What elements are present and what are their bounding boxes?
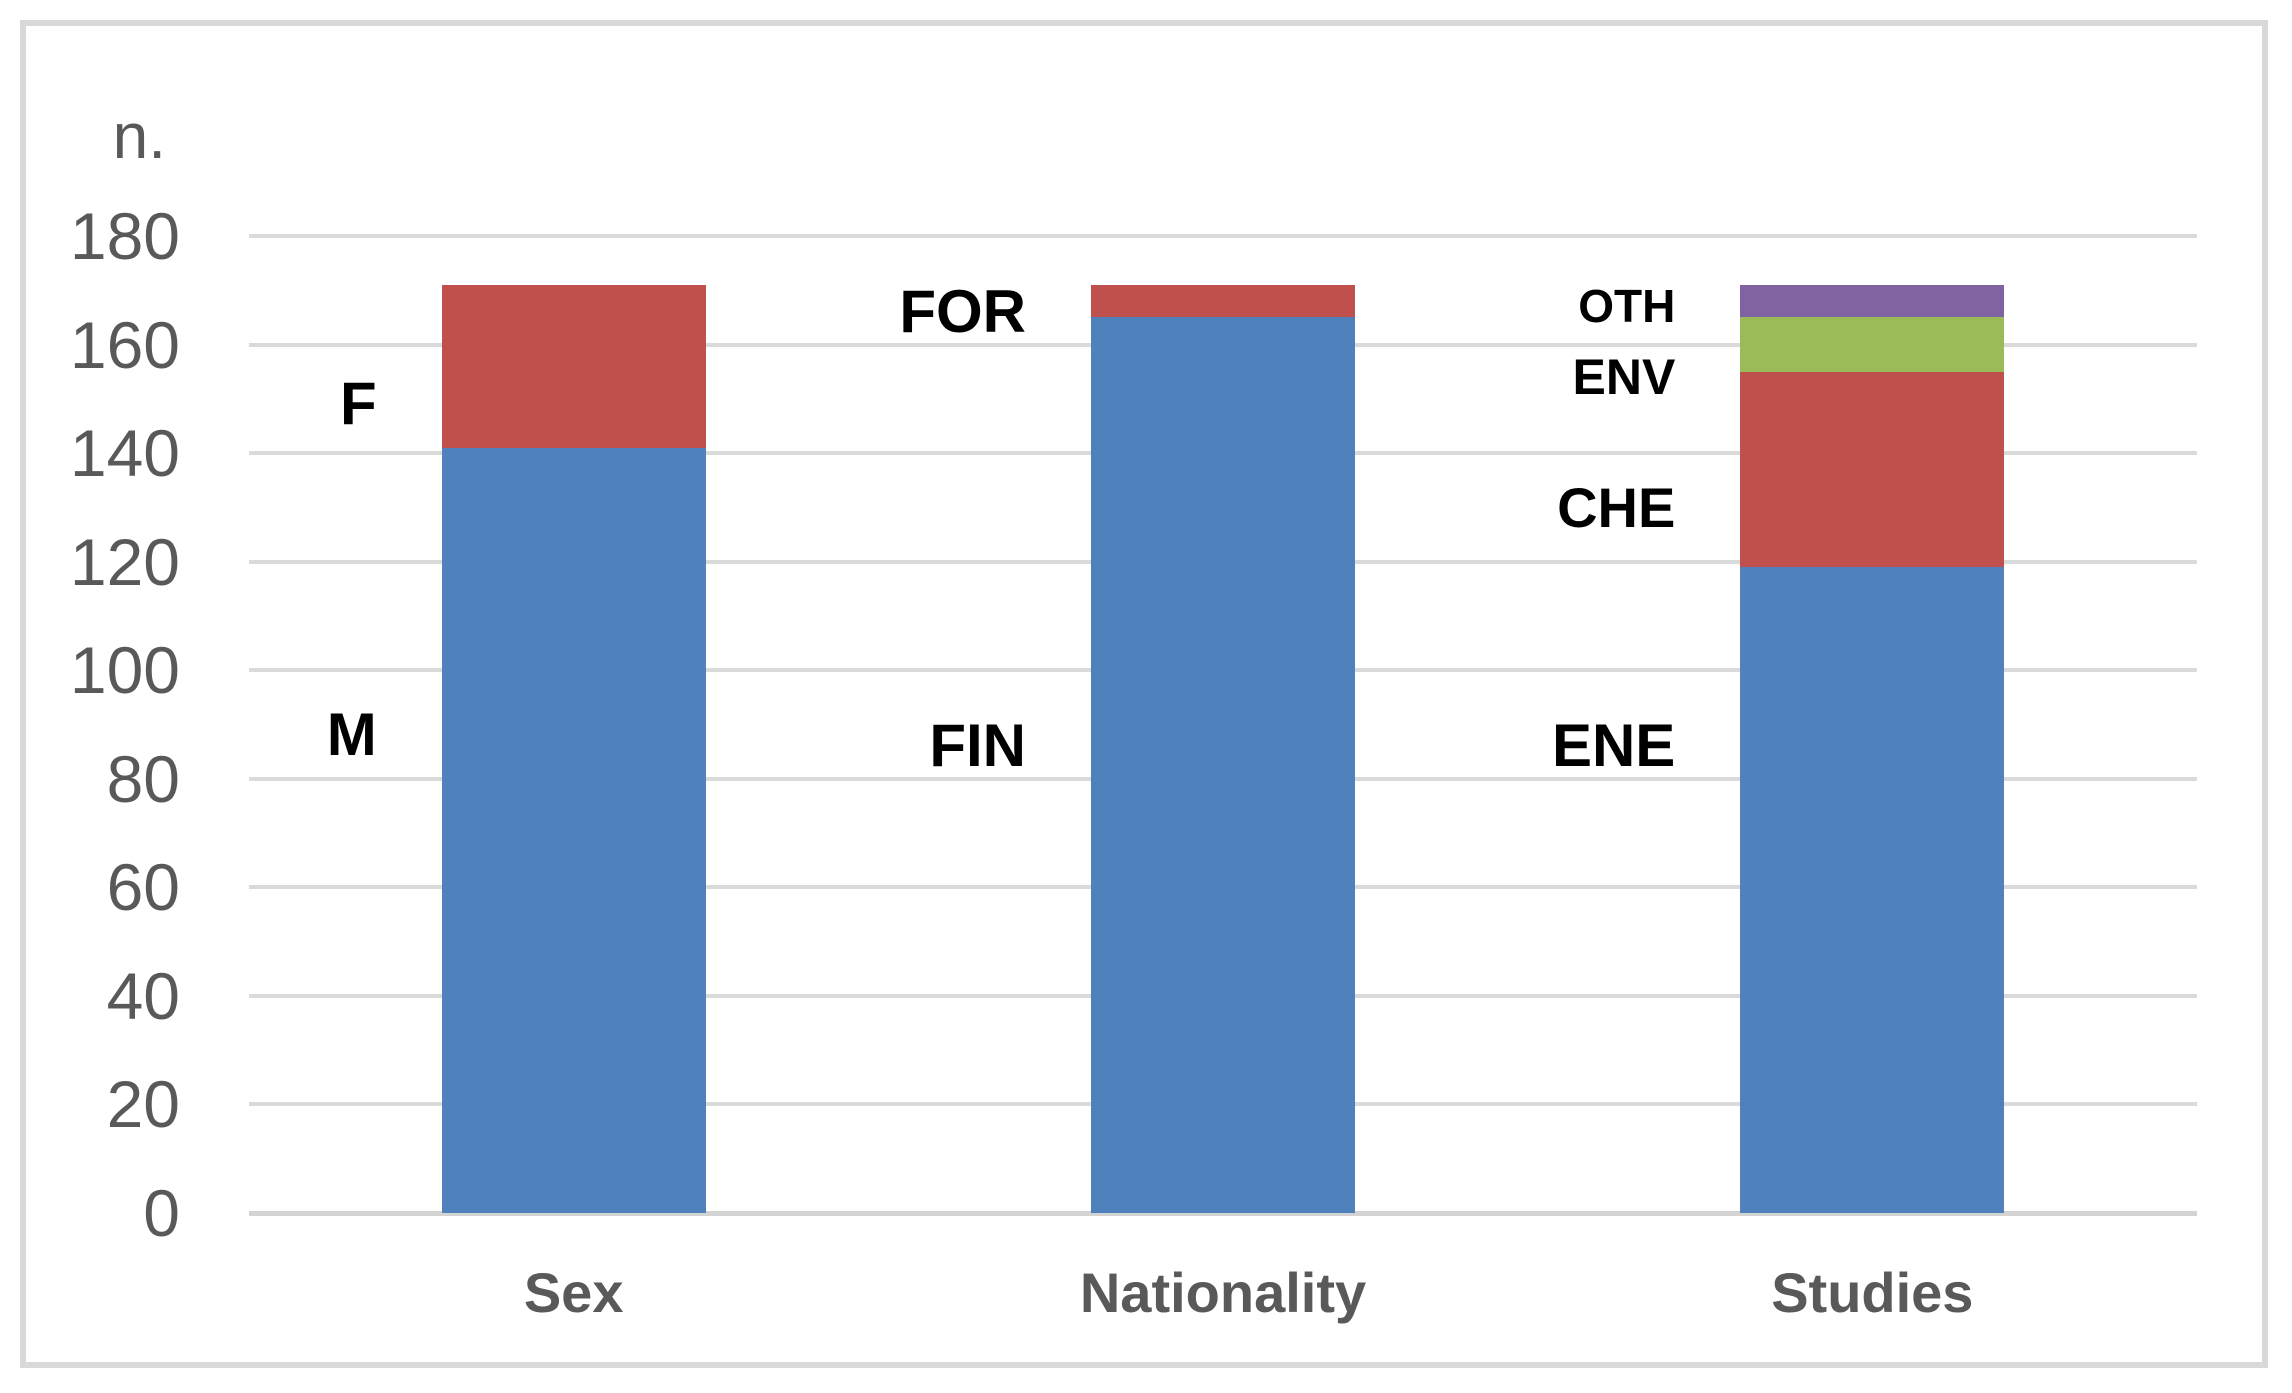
segment-label-ENV: ENV — [1572, 349, 1676, 406]
category-label-sex: Sex — [523, 1261, 624, 1324]
y-tick-label-180: 180 — [69, 199, 180, 273]
y-tick-label-80: 80 — [106, 741, 180, 816]
bar-segment-OTH — [1740, 284, 2005, 318]
segment-label-F: F — [340, 370, 377, 438]
bar-segment-ENE — [1740, 567, 2005, 1213]
segment-label-M: M — [326, 701, 377, 769]
segment-label-ENE: ENE — [1551, 712, 1676, 779]
bar-segment-ENV — [1740, 317, 2005, 372]
y-tick-label-140: 140 — [69, 416, 180, 491]
segment-label-FOR: FOR — [899, 277, 1026, 345]
segment-label-CHE: CHE — [1557, 475, 1676, 539]
y-tick-label-20: 20 — [106, 1067, 180, 1142]
y-tick-label-60: 60 — [106, 850, 180, 925]
y-tick-label-40: 40 — [106, 958, 180, 1033]
gridline-180 — [249, 234, 2197, 238]
segment-label-FIN: FIN — [929, 712, 1026, 779]
y-tick-label-100: 100 — [69, 633, 180, 708]
y-tick-label-120: 120 — [69, 524, 180, 599]
bar-segment-FIN — [1091, 317, 1355, 1213]
y-axis-title: n. — [112, 100, 166, 172]
bar-segment-F — [441, 284, 706, 448]
y-tick-label-160: 160 — [69, 307, 180, 382]
category-label-studies: Studies — [1771, 1261, 1974, 1324]
y-tick-label-0: 0 — [143, 1176, 180, 1250]
gridline-0 — [249, 1211, 2197, 1216]
bar-segment-M — [441, 447, 706, 1213]
segment-label-OTH: OTH — [1578, 280, 1676, 333]
bar-segment-FOR — [1091, 284, 1355, 318]
bar-segment-CHE — [1740, 371, 2005, 568]
category-label-nationality: Nationality — [1079, 1261, 1367, 1324]
